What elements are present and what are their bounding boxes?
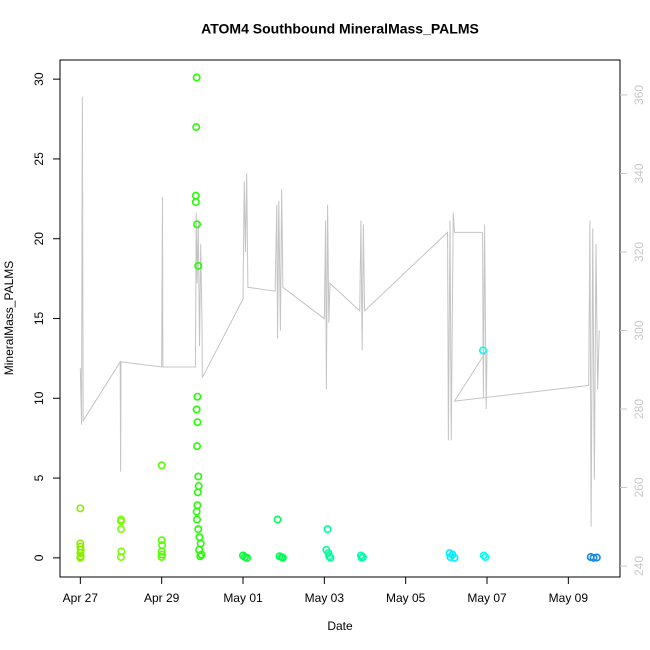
point bbox=[193, 515, 202, 524]
y-tick-label: 10 bbox=[32, 391, 46, 405]
x-tick-label: Apr 29 bbox=[144, 591, 180, 605]
point bbox=[194, 472, 203, 481]
y-tick-label: 15 bbox=[32, 312, 46, 326]
point bbox=[157, 536, 166, 545]
line bbox=[79, 96, 600, 527]
x-tick-label: May 03 bbox=[305, 591, 345, 605]
y-tick-label: 5 bbox=[32, 474, 46, 481]
y2-tick-label: 340 bbox=[632, 163, 646, 183]
point bbox=[592, 553, 601, 562]
point bbox=[450, 553, 459, 562]
point bbox=[278, 553, 287, 562]
point bbox=[193, 220, 202, 229]
x-tick-label: Apr 27 bbox=[63, 591, 99, 605]
point bbox=[194, 525, 203, 534]
point bbox=[193, 418, 202, 427]
y2-tick-label: 240 bbox=[632, 556, 646, 576]
y2-tick-label: 260 bbox=[632, 477, 646, 497]
point bbox=[117, 517, 126, 526]
y-tick-label: 0 bbox=[32, 554, 46, 561]
point bbox=[479, 551, 488, 560]
point bbox=[193, 442, 202, 451]
point bbox=[157, 461, 166, 470]
x-tick-label: May 05 bbox=[386, 591, 426, 605]
point bbox=[192, 123, 201, 132]
point bbox=[157, 547, 166, 556]
point bbox=[76, 553, 85, 562]
x-tick-label: May 07 bbox=[467, 591, 507, 605]
point bbox=[446, 553, 455, 562]
y2-tick-label: 320 bbox=[632, 242, 646, 262]
y-tick-label: 25 bbox=[32, 152, 46, 166]
point bbox=[273, 515, 282, 524]
y-tick-label: 20 bbox=[32, 232, 46, 246]
point bbox=[117, 553, 126, 562]
point bbox=[191, 198, 200, 207]
y-axis-label: MineralMass_PALMS bbox=[2, 261, 16, 375]
y-tick-label: 30 bbox=[32, 72, 46, 86]
point bbox=[323, 525, 332, 534]
point bbox=[76, 549, 85, 558]
point bbox=[357, 553, 366, 562]
point bbox=[481, 553, 490, 562]
point bbox=[192, 73, 201, 82]
point bbox=[194, 261, 203, 270]
point bbox=[589, 553, 598, 562]
y2-tick-label: 280 bbox=[632, 399, 646, 419]
point bbox=[157, 553, 166, 562]
point bbox=[192, 507, 201, 516]
x-tick-label: May 09 bbox=[549, 591, 589, 605]
point bbox=[117, 525, 126, 534]
point bbox=[193, 392, 202, 401]
point bbox=[478, 346, 487, 355]
point bbox=[196, 552, 205, 561]
point bbox=[243, 553, 252, 562]
x-axis-label: Date bbox=[327, 619, 353, 633]
point bbox=[193, 488, 202, 497]
point bbox=[326, 553, 335, 562]
point bbox=[192, 405, 201, 414]
x-tick-label: May 01 bbox=[223, 591, 263, 605]
y2-tick-label: 300 bbox=[632, 320, 646, 340]
chart-title: ATOM4 Southbound MineralMass_PALMS bbox=[201, 21, 479, 37]
point bbox=[76, 504, 85, 513]
y2-tick-label: 360 bbox=[632, 85, 646, 105]
